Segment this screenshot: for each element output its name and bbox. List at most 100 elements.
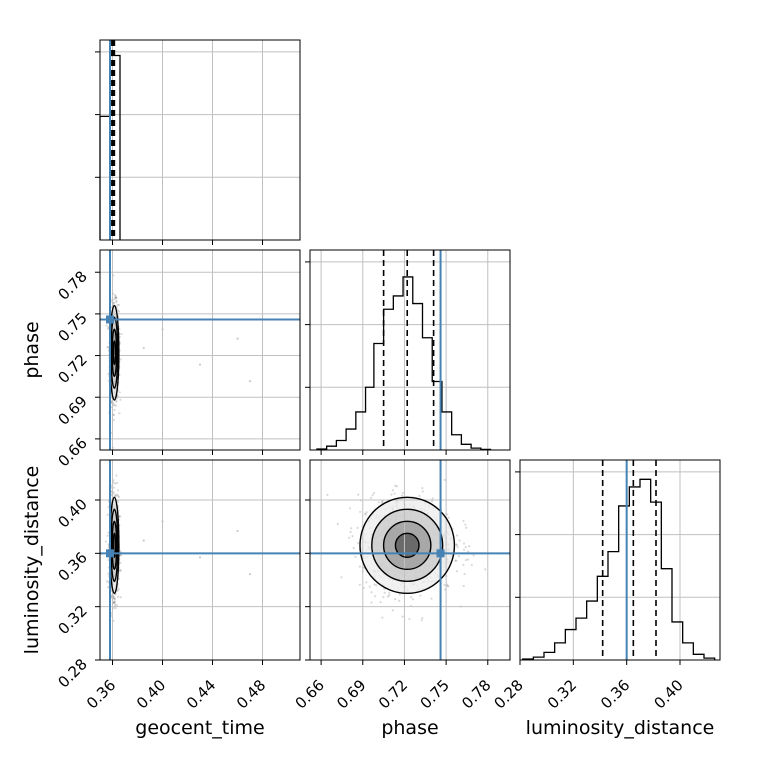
x-axis-label-phase: phase — [381, 717, 438, 739]
sample-point — [113, 408, 116, 412]
sample-point — [119, 554, 122, 557]
sample-point — [421, 490, 424, 493]
sample-point — [354, 555, 357, 559]
sample-point — [107, 372, 110, 376]
sample-point — [117, 494, 120, 497]
frames-layer — [95, 39, 721, 665]
sample-point — [390, 493, 393, 496]
contour-line — [111, 328, 118, 378]
sample-point — [119, 569, 122, 573]
sample-point — [115, 400, 118, 403]
sample-point — [466, 550, 470, 553]
contour-line — [112, 532, 117, 559]
sample-point — [119, 398, 122, 401]
sample-point — [142, 539, 145, 542]
panel-frame — [309, 249, 511, 451]
sample-point — [351, 535, 354, 538]
sample-point — [391, 489, 395, 492]
data-layer — [99, 40, 716, 660]
sample-point — [470, 563, 473, 567]
x-tick-label: 0.40 — [133, 676, 169, 712]
sample-point — [395, 485, 398, 488]
sample-point — [394, 484, 397, 487]
y-tick-label: 0.69 — [54, 392, 90, 428]
sample-point — [117, 587, 120, 591]
sample-point — [106, 327, 110, 330]
sample-point — [113, 597, 116, 601]
sample-point — [112, 601, 115, 605]
sample-point — [374, 583, 378, 587]
x-tick-label: 0.44 — [183, 676, 219, 712]
sample-point — [364, 512, 367, 515]
sample-point — [113, 403, 116, 406]
panel-frame — [99, 249, 301, 451]
y-axis-label-luminosity_distance: luminosity_distance — [21, 466, 43, 655]
sample-point — [468, 545, 471, 548]
sample-point — [484, 568, 487, 571]
sample-point — [411, 598, 415, 601]
sample-point — [464, 523, 467, 526]
x-tick-label: 0.75 — [417, 676, 453, 712]
sample-point — [358, 565, 361, 568]
contour-line — [359, 496, 456, 595]
sample-point — [117, 310, 121, 313]
sample-point — [119, 596, 122, 599]
y-tick-label: 0.36 — [54, 548, 90, 584]
sample-point — [326, 493, 329, 496]
sample-point — [398, 599, 401, 602]
truth-marker — [106, 549, 114, 558]
sample-point — [106, 346, 109, 349]
sample-point — [113, 482, 117, 485]
sample-point — [116, 309, 120, 312]
sample-point — [120, 332, 123, 336]
sample-point — [113, 293, 117, 297]
sample-point — [462, 548, 466, 551]
sample-point — [379, 600, 382, 604]
sample-point — [116, 493, 119, 496]
sample-point — [398, 593, 401, 596]
sample-point — [115, 474, 118, 477]
sample-point — [381, 616, 384, 619]
sample-point — [115, 604, 118, 607]
sample-point — [462, 584, 465, 588]
sample-point — [113, 599, 116, 603]
contour-line — [371, 508, 444, 583]
x-tick-label: 0.36 — [597, 676, 633, 712]
sample-point — [391, 609, 394, 612]
sample-point — [383, 591, 386, 594]
sample-point — [114, 607, 117, 610]
sample-point — [112, 413, 115, 416]
sample-point — [113, 296, 117, 299]
sample-point — [421, 617, 424, 620]
x-axis-label-geocent_time: geocent_time — [135, 717, 264, 739]
sample-point — [106, 534, 109, 537]
sample-point — [365, 511, 368, 514]
x-tick-label: 0.72 — [375, 676, 411, 712]
contour-line — [112, 340, 117, 366]
sample-point — [112, 596, 115, 599]
sample-point — [455, 570, 459, 573]
sample-point — [465, 526, 468, 529]
x-tick-label: 0.28 — [490, 676, 526, 712]
sample-point — [410, 596, 413, 599]
y-tick-label: 0.66 — [54, 434, 90, 470]
sample-point — [418, 494, 421, 498]
sample-point — [401, 494, 404, 497]
panel-frame — [99, 39, 301, 241]
sample-point — [464, 545, 467, 549]
sample-point — [370, 591, 373, 594]
sample-point — [359, 510, 362, 513]
sample-point — [119, 569, 122, 572]
sample-point — [455, 543, 458, 546]
sample-point — [373, 595, 377, 598]
sample-point — [248, 573, 252, 576]
text-layer: 0.660.690.720.750.780.36 0.40 0.44 0.480.28… — [21, 267, 714, 739]
sample-point — [431, 499, 434, 503]
sample-point — [431, 497, 434, 500]
sample-point — [373, 583, 376, 586]
sample-point — [350, 527, 353, 530]
panel-frame — [519, 459, 721, 661]
sample-point — [388, 594, 391, 597]
sample-point — [106, 513, 109, 516]
